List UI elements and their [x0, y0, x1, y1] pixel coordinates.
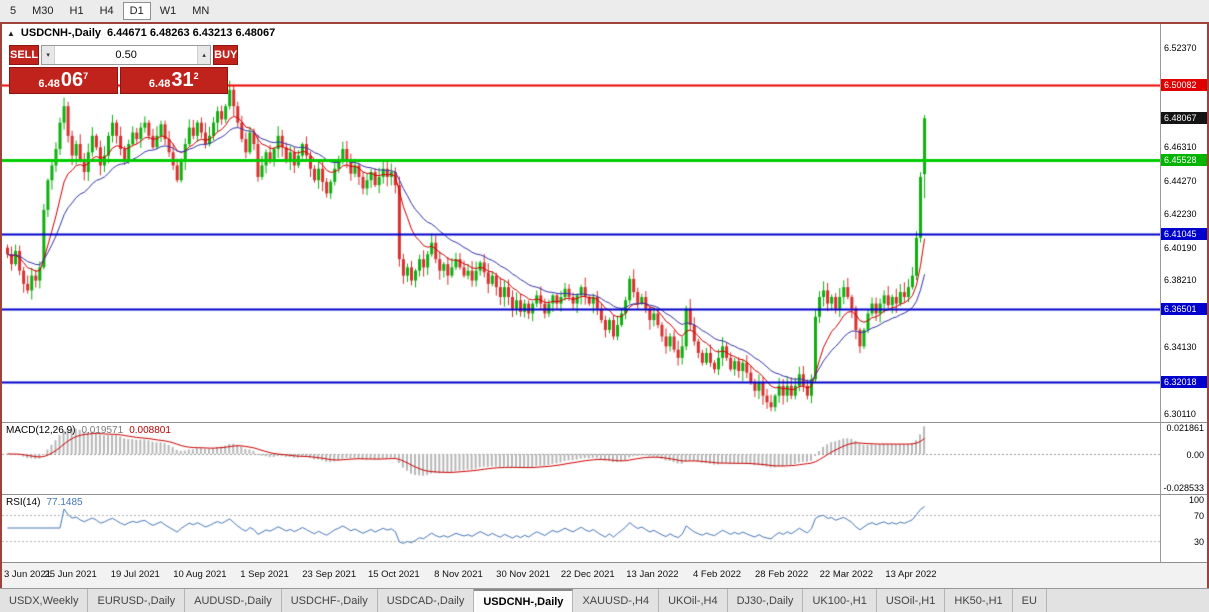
rsi-label: RSI(14) 77.1485	[6, 497, 83, 508]
volume-input[interactable]	[55, 46, 198, 64]
date-axis-label: 3 Jun 2021	[4, 569, 52, 580]
date-axis-label: 19 Jul 2021	[110, 569, 160, 580]
price-axis-label: 6.44270	[1164, 175, 1197, 186]
timeframe-button-w1[interactable]: W1	[153, 2, 184, 20]
timeframe-button-m30[interactable]: M30	[25, 2, 60, 20]
price-axis-label: 6.40190	[1164, 242, 1197, 253]
date-axis-label: 25 Jun 2021	[44, 569, 97, 580]
chart-tab-audusd-daily[interactable]: AUDUSD-,Daily	[185, 589, 282, 612]
price-axis-label: 6.52370	[1164, 42, 1197, 53]
price-axis-tag: 6.45528	[1161, 154, 1207, 167]
price-axis-label: 6.42230	[1164, 209, 1197, 220]
chart-tab-dj30-daily[interactable]: DJ30-,Daily	[727, 589, 804, 612]
buy-price-pip-digit: 2	[193, 71, 199, 81]
price-axis-label: 6.38210	[1164, 275, 1197, 286]
macd-axis-label: 0.021861	[1166, 423, 1204, 433]
macd-main-value: 0.019571	[81, 425, 124, 436]
macd-label: MACD(12,26,9) 0.019571 0.008801	[6, 425, 171, 436]
chart-tab-usdcad-daily[interactable]: USDCAD-,Daily	[377, 589, 475, 612]
date-axis-label: 30 Nov 2021	[496, 569, 551, 580]
timeframe-button-h4[interactable]: H4	[93, 2, 121, 20]
price-axis-label: 6.46310	[1164, 142, 1197, 153]
rsi-panel: RSI(14) 77.1485 100 70 30	[2, 494, 1207, 562]
buy-price-big-digits: 31	[171, 69, 194, 91]
macd-axis-label: 0.00	[1186, 449, 1204, 460]
macd-axis-label: -0.028533	[1163, 483, 1204, 493]
chart-tab-usoil-h1[interactable]: USOil-,H1	[876, 589, 946, 612]
rsi-axis-label: 100	[1188, 495, 1204, 505]
price-axis-tag: 6.48067	[1161, 112, 1207, 125]
chart-tab-hk50-h1[interactable]: HK50-,H1	[945, 589, 1013, 612]
axis-separator	[1160, 24, 1161, 562]
rsi-axis-label: 30	[1193, 537, 1204, 548]
date-axis-label: 4 Feb 2022	[692, 569, 742, 580]
chart-tab-eu[interactable]: EU	[1012, 589, 1047, 612]
date-axis-label: 10 Aug 2021	[173, 569, 227, 580]
date-axis-label: 28 Feb 2022	[754, 569, 809, 580]
sell-price-big-digits: 06	[60, 69, 84, 91]
chart-tab-uk100-h1[interactable]: UK100-,H1	[803, 589, 877, 612]
timeframe-button-mn[interactable]: MN	[185, 2, 216, 20]
price-axis-label: 6.34130	[1164, 342, 1197, 353]
date-axis-label: 13 Apr 2022	[885, 569, 937, 580]
date-axis-label: 8 Nov 2021	[434, 569, 483, 580]
rsi-axis-label: 70	[1193, 510, 1204, 521]
price-axis-tag: 6.32018	[1161, 376, 1207, 389]
date-axis[interactable]: 3 Jun 2021 25 Jun 2021 19 Jul 2021 10 Aug 2…	[2, 562, 1207, 588]
main-chart-area[interactable]: ▲ USDCNH-,Daily 6.44671 6.48263 6.43213 …	[2, 24, 1207, 422]
rsi-indicator-canvas[interactable]	[2, 495, 1161, 561]
sell-button[interactable]: SELL	[9, 45, 40, 65]
sell-price-base: 6.48	[38, 78, 60, 90]
chart-window: ▲ USDCNH-,Daily 6.44671 6.48263 6.43213 …	[0, 24, 1209, 588]
macd-panel: MACD(12,26,9) 0.019571 0.008801 0.021861…	[2, 422, 1207, 494]
timeframe-button-d1[interactable]: D1	[122, 2, 151, 20]
chart-tab-usdx-weekly[interactable]: USDX,Weekly	[0, 589, 89, 612]
chart-tab-usdcnh-daily[interactable]: USDCNH-,Daily	[474, 589, 574, 612]
chart-tab-bar: USDX,Weekly EURUSD-,Daily AUDUSD-,Daily USD…	[0, 588, 1209, 612]
chart-tab-eurusd-daily[interactable]: EURUSD-,Daily	[88, 589, 186, 612]
macd-signal-value: 0.008801	[129, 425, 171, 436]
macd-indicator-canvas[interactable]	[2, 423, 1161, 493]
sell-price-display[interactable]: 6.48 06 7	[9, 67, 118, 94]
timeframe-toolbar: 5 M30 H1 H4 D1 W1 MN	[0, 0, 1209, 24]
chart-ohlc-values: 6.44671 6.48263 6.43213 6.48067	[107, 27, 276, 39]
date-axis-label: 13 Jan 2022	[626, 569, 679, 580]
up-arrow-icon: ▴	[202, 52, 206, 59]
volume-spinner[interactable]: ▾ ▴	[41, 45, 212, 65]
chart-symbol-label: USDCNH-,Daily	[20, 27, 101, 39]
price-axis[interactable]: 6.52370 6.50082 6.48067 6.46310 6.45528 6.442…	[1161, 24, 1207, 422]
price-axis-tag: 6.41045	[1161, 227, 1207, 240]
chart-tab-usdchf-daily[interactable]: USDCHF-,Daily	[281, 589, 378, 612]
date-axis-label: 22 Dec 2021	[560, 569, 615, 580]
date-axis-label: 1 Sep 2021	[240, 569, 289, 580]
date-axis-label: 15 Oct 2021	[367, 569, 420, 580]
sell-price-pip-digit: 7	[83, 71, 89, 81]
volume-increase-button[interactable]: ▴	[197, 46, 211, 64]
chart-title: ▲ USDCNH-,Daily 6.44671 6.48263 6.43213 …	[7, 27, 275, 39]
price-axis-tag: 6.50082	[1161, 79, 1207, 92]
down-arrow-icon: ▾	[46, 52, 50, 59]
volume-decrease-button[interactable]: ▾	[42, 46, 56, 64]
date-axis-label: 23 Sep 2021	[302, 569, 357, 580]
macd-name: MACD(12,26,9)	[6, 425, 76, 436]
collapse-panel-icon[interactable]: ▲	[7, 28, 15, 38]
price-axis-label: 6.30110	[1164, 408, 1196, 419]
rsi-name: RSI(14)	[6, 497, 41, 508]
one-click-trading-panel: SELL ▾ ▴ BUY 6.48 06 7 6.48	[9, 45, 239, 94]
price-axis-tag: 6.36501	[1161, 302, 1207, 315]
date-axis-label: 22 Mar 2022	[819, 569, 873, 580]
buy-price-display[interactable]: 6.48 31 2	[119, 67, 228, 94]
timeframe-button-h1[interactable]: H1	[63, 2, 91, 20]
chart-tab-xauusd-h4[interactable]: XAUUSD-,H4	[573, 589, 660, 612]
buy-price-base: 6.48	[148, 78, 171, 90]
buy-button[interactable]: BUY	[213, 45, 239, 65]
rsi-value: 77.1485	[46, 497, 83, 508]
timeframe-button-5[interactable]: 5	[3, 2, 23, 20]
chart-tab-ukoil-h4[interactable]: UKOil-,H4	[659, 589, 728, 612]
